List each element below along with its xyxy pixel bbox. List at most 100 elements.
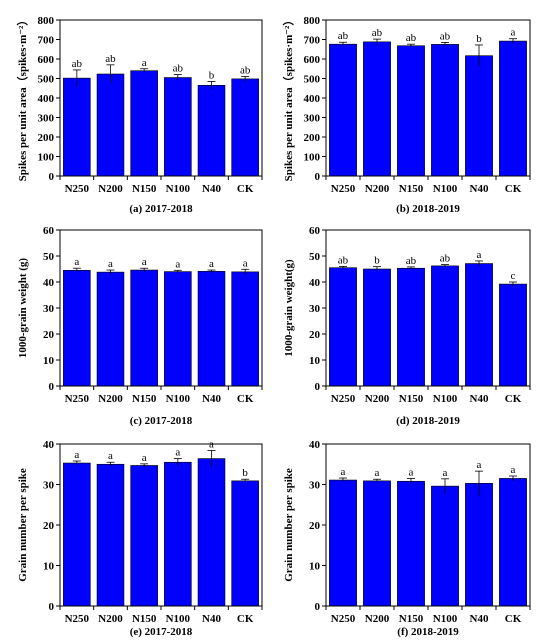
significance-letter: a: [477, 459, 482, 471]
category-label: CK: [505, 393, 522, 405]
significance-letter: b: [476, 33, 482, 45]
y-tick-label: 20: [309, 520, 321, 532]
category-label: N150: [132, 613, 157, 625]
category-label: N150: [399, 613, 424, 625]
significance-letter: a: [108, 258, 113, 270]
category-label: CK: [505, 183, 522, 195]
y-tick-label: 40: [43, 277, 55, 289]
y-tick-label: 400: [38, 93, 55, 105]
category-label: N100: [433, 613, 458, 625]
significance-letter: ab: [372, 27, 383, 39]
chart-panel-f: a N250 a N200 a N150 a N100 a N40 a CK 0 10 20 30 40 Grai…: [283, 439, 531, 638]
y-tick-label: 60: [43, 225, 55, 237]
panel-caption: (c) 2017-2018: [130, 415, 193, 427]
y-tick-label: 20: [43, 520, 55, 532]
y-axis-label: Grain number per spike: [283, 468, 295, 582]
significance-letter: a: [511, 464, 516, 476]
y-tick-label: 700: [304, 35, 321, 47]
category-label: N100: [166, 613, 191, 625]
significance-letter: a: [175, 447, 180, 459]
bar: [465, 482, 493, 607]
significance-letter: c: [511, 270, 516, 282]
bar: [465, 263, 493, 387]
y-tick-label: 20: [309, 329, 321, 341]
plot-frame: [59, 443, 263, 607]
y-axis-label: Spikes per unit area（spikes·m⁻²）: [282, 15, 295, 182]
category-label: CK: [237, 393, 254, 405]
category-label: N40: [202, 613, 221, 625]
plot-frame: [325, 19, 531, 177]
significance-letter: a: [209, 258, 214, 270]
y-tick-label: 40: [43, 439, 55, 451]
significance-letter: ab: [440, 253, 451, 265]
y-tick-label: 60: [309, 225, 321, 237]
panel-caption: (e) 2017-2018: [130, 626, 193, 638]
category-label: N100: [166, 183, 191, 195]
y-tick-label: 20: [43, 329, 55, 341]
significance-letter: ab: [105, 53, 116, 65]
category-label: N250: [65, 393, 90, 405]
bar: [465, 55, 493, 177]
category-label: N40: [470, 613, 489, 625]
bar: [329, 479, 357, 607]
y-tick-label: 700: [38, 35, 55, 47]
significance-letter: a: [74, 256, 79, 268]
bar: [130, 269, 158, 387]
y-tick-label: 0: [49, 381, 55, 393]
y-tick-label: 10: [43, 355, 55, 367]
significance-letter: ab: [338, 30, 349, 42]
chart-panel-c: a N250 a N200 a N150 a N100 a N40 a CK 0 10 20 30 40 50 60…: [17, 225, 263, 427]
category-label: N100: [433, 183, 458, 195]
y-tick-label: 300: [304, 113, 321, 125]
category-label: N40: [470, 183, 489, 195]
y-tick-label: 30: [309, 303, 321, 315]
significance-letter: a: [443, 467, 448, 479]
significance-letter: b: [374, 255, 380, 267]
significance-letter: ab: [338, 254, 349, 266]
bar: [397, 267, 425, 387]
significance-letter: a: [477, 249, 482, 261]
significance-letter: ab: [406, 255, 417, 267]
bar: [164, 77, 192, 177]
bar: [231, 271, 259, 387]
bar: [329, 267, 357, 387]
significance-letter: a: [175, 258, 180, 270]
bar: [96, 271, 125, 387]
significance-letter: a: [375, 467, 380, 479]
category-label: N200: [365, 613, 390, 625]
significance-letter: a: [341, 466, 346, 478]
plot-frame: [59, 19, 263, 177]
category-label: CK: [237, 613, 254, 625]
category-label: N100: [433, 393, 458, 405]
significance-letter: b: [242, 467, 248, 479]
bar: [363, 41, 391, 177]
y-tick-label: 200: [38, 132, 55, 144]
significance-letter: a: [74, 449, 79, 461]
y-tick-label: 600: [304, 54, 321, 66]
category-label: CK: [505, 613, 522, 625]
category-label: N150: [399, 183, 424, 195]
y-tick-label: 600: [38, 54, 55, 66]
bar: [363, 480, 391, 607]
category-label: N100: [166, 393, 191, 405]
bar: [164, 271, 192, 387]
bar: [63, 269, 91, 387]
category-label: N150: [399, 393, 424, 405]
y-tick-label: 500: [38, 74, 55, 86]
y-tick-label: 40: [309, 439, 321, 451]
category-label: N250: [331, 183, 356, 195]
category-label: N200: [98, 613, 123, 625]
category-label: N250: [331, 613, 356, 625]
bar: [499, 40, 527, 177]
chart-panel-a: ab N250 ab N200 a N150 ab N100 b N40 ab CK 0 100 200 30…: [16, 15, 263, 215]
y-tick-label: 30: [43, 480, 55, 492]
chart-panel-d: ab N250 b N200 ab N150 ab N100 a N40 c CK 0 10 20 30 40 5…: [283, 225, 531, 427]
bar: [397, 480, 425, 607]
plot-frame: [325, 229, 531, 387]
bar: [63, 462, 91, 607]
y-axis-label: Spikes per unit area（spikes·m⁻²）: [16, 15, 29, 182]
significance-letter: a: [243, 257, 248, 269]
category-label: N250: [331, 393, 356, 405]
significance-letter: a: [409, 466, 414, 478]
y-tick-label: 50: [309, 251, 321, 263]
